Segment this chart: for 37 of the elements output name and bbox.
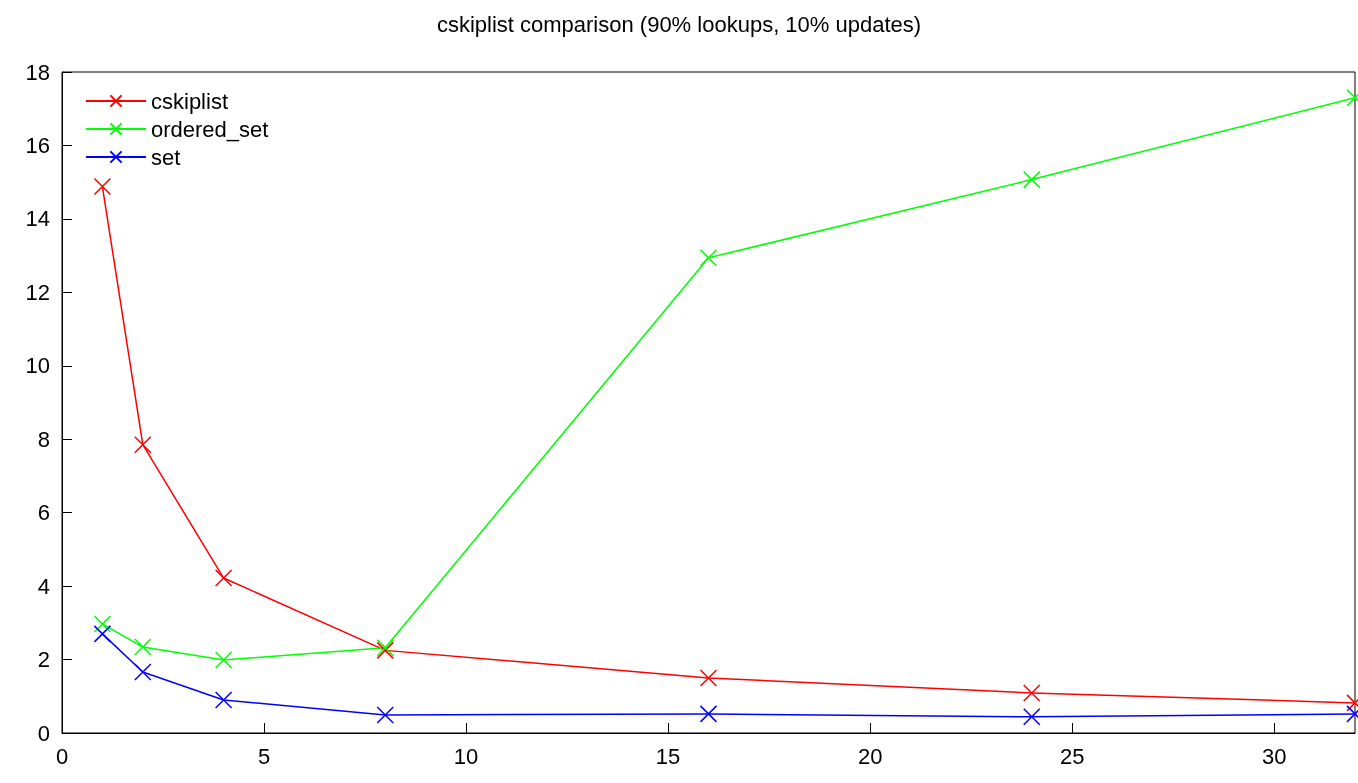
point (699, 705, 718, 723)
point (134, 638, 152, 656)
y-tick-label: 14 (25, 206, 50, 232)
x-tick-label: 10 (453, 743, 479, 769)
point (214, 569, 233, 587)
point (214, 691, 233, 709)
y-tick-label: 6 (37, 500, 50, 526)
point (1023, 684, 1041, 702)
x-tick-label: 0 (55, 743, 69, 769)
y-tick-label: 16 (25, 132, 50, 158)
point (699, 249, 718, 267)
point (134, 435, 152, 454)
x-tick-label: 15 (655, 743, 681, 769)
legend-label: cskiplist (151, 88, 229, 114)
y-tick-label: 12 (25, 279, 50, 305)
y-tick-label: 10 (25, 353, 50, 379)
point (93, 625, 112, 643)
x-tick-label: 25 (1059, 743, 1085, 769)
point (93, 615, 112, 633)
point (699, 669, 718, 687)
y-tick-label: 18 (25, 59, 50, 85)
x-tick-label: 20 (857, 743, 883, 769)
point (93, 177, 112, 196)
legend-label: set (151, 144, 181, 170)
x-tick-label: 5 (257, 743, 271, 769)
legend-label: ordered_set (151, 116, 269, 142)
x-tick-label: 30 (1261, 743, 1287, 769)
y-tick-label: 0 (37, 720, 50, 746)
point (1023, 708, 1041, 726)
y-tick-label: 8 (37, 426, 50, 452)
point (214, 651, 233, 669)
y-tick-label: 4 (37, 573, 50, 599)
chart-title: cskiplist comparison (90% lookups, 10% updates) (436, 11, 922, 37)
y-tick-label: 2 (37, 647, 50, 673)
point (1023, 170, 1041, 189)
point (376, 706, 394, 724)
point (134, 663, 152, 681)
